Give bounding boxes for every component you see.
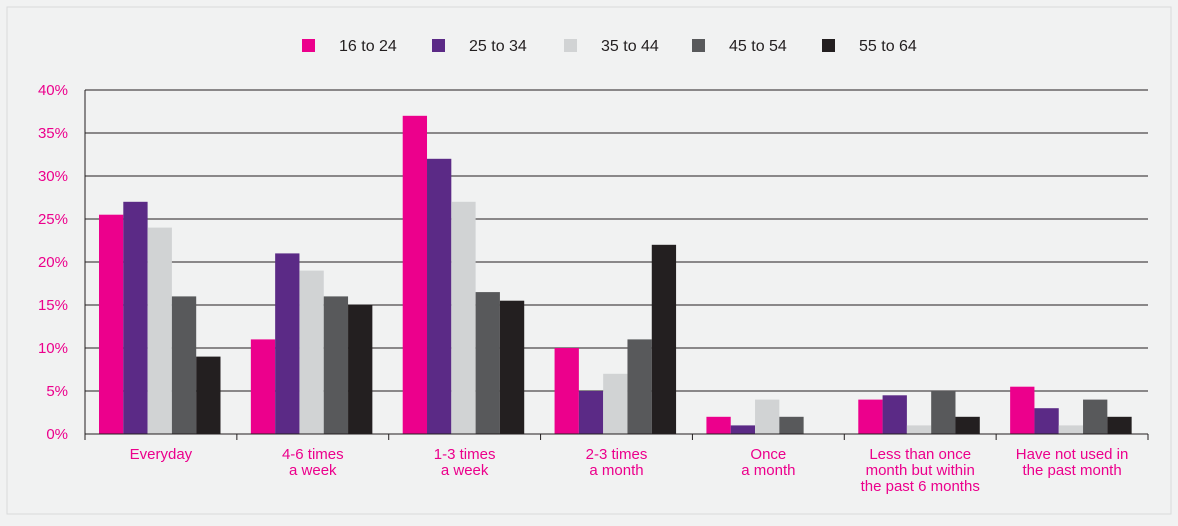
y-tick-label: 15% bbox=[38, 297, 68, 314]
x-tick-label-line: month but within bbox=[866, 462, 975, 479]
bar bbox=[402, 115, 428, 435]
x-tick-label-line: Once bbox=[750, 446, 786, 463]
bar bbox=[1083, 399, 1108, 434]
bar bbox=[1107, 416, 1132, 434]
x-tick-label-line: a month bbox=[589, 462, 643, 479]
bar bbox=[196, 356, 221, 434]
y-tick-label: 5% bbox=[46, 383, 68, 400]
x-tick-label-line: a month bbox=[741, 462, 795, 479]
y-tick-label: 0% bbox=[46, 426, 68, 443]
bar bbox=[475, 292, 500, 434]
legend-swatch bbox=[302, 39, 315, 52]
y-tick-label: 30% bbox=[38, 168, 68, 185]
bar bbox=[706, 416, 731, 434]
legend-swatch bbox=[692, 39, 705, 52]
bar bbox=[123, 201, 148, 434]
bar bbox=[299, 270, 324, 434]
bar bbox=[250, 339, 276, 434]
x-tick-label: Everyday bbox=[130, 446, 193, 463]
bar bbox=[348, 305, 373, 434]
bar bbox=[427, 158, 452, 435]
legend-label: 55 to 64 bbox=[859, 38, 917, 55]
bar bbox=[275, 253, 300, 434]
x-tick-label-line: Have not used in bbox=[1016, 446, 1129, 463]
bars bbox=[99, 115, 1132, 435]
bar bbox=[603, 373, 628, 434]
x-tick-label-line: Less than once bbox=[869, 446, 971, 463]
legend-swatch bbox=[822, 39, 835, 52]
x-tick-label: 2-3 times a month bbox=[586, 446, 648, 479]
x-axis bbox=[84, 433, 1149, 440]
bar bbox=[730, 425, 756, 434]
y-tick-label: 10% bbox=[38, 340, 68, 357]
bar bbox=[99, 214, 124, 434]
y-tick-label: 40% bbox=[38, 82, 68, 99]
legend-label: 25 to 34 bbox=[469, 38, 527, 55]
bar bbox=[627, 339, 652, 434]
legend-label: 45 to 54 bbox=[729, 38, 787, 55]
bar bbox=[323, 296, 349, 434]
x-tick-label-line: 2-3 times bbox=[586, 446, 648, 463]
x-tick-label: 4-6 times a week bbox=[282, 446, 344, 479]
bar bbox=[578, 391, 604, 434]
x-tick-label-line: a week bbox=[441, 462, 489, 479]
x-tick-label-line: Everyday bbox=[130, 446, 193, 463]
bar bbox=[931, 391, 956, 434]
bar bbox=[1058, 425, 1084, 434]
x-tick-label-line: the past 6 months bbox=[861, 478, 980, 495]
legend-swatch bbox=[564, 39, 577, 52]
bar bbox=[1034, 408, 1059, 434]
legend-label: 16 to 24 bbox=[339, 38, 397, 55]
bar bbox=[755, 399, 780, 434]
x-tick-label: 1-3 times a week bbox=[434, 446, 496, 479]
bar bbox=[955, 416, 980, 434]
bar bbox=[858, 399, 883, 434]
y-tick-label: 35% bbox=[38, 125, 68, 142]
x-tick-label-line: the past month bbox=[1022, 462, 1121, 479]
y-tick-label: 25% bbox=[38, 211, 68, 228]
bar bbox=[147, 227, 172, 434]
bar bbox=[499, 300, 525, 434]
bar bbox=[1010, 386, 1035, 434]
x-tick-label-line: 4-6 times bbox=[282, 446, 344, 463]
bar bbox=[554, 348, 579, 434]
bar bbox=[882, 395, 907, 434]
bar bbox=[779, 416, 804, 434]
x-tick-label: Less than once month but within the past 6… bbox=[861, 446, 980, 495]
x-tick-label: Have not used in the past month bbox=[1016, 446, 1129, 479]
y-tick-label: 20% bbox=[38, 254, 68, 271]
legend: 16 to 24 25 to 34 35 to 44 45 to 54 55 to 64 bbox=[302, 38, 917, 55]
legend-label: 35 to 44 bbox=[601, 38, 659, 55]
x-tick-label: Once a month bbox=[741, 446, 795, 479]
bar bbox=[171, 296, 197, 434]
bar bbox=[451, 201, 476, 434]
y-axis-tick-labels: 0% 5% 10% 15% 20% 25% 30% 35% 40% bbox=[38, 82, 68, 443]
bar bbox=[651, 244, 677, 434]
x-tick-label-line: 1-3 times bbox=[434, 446, 496, 463]
x-tick-label-line: a week bbox=[289, 462, 337, 479]
legend-swatch bbox=[432, 39, 445, 52]
bar bbox=[906, 425, 932, 434]
